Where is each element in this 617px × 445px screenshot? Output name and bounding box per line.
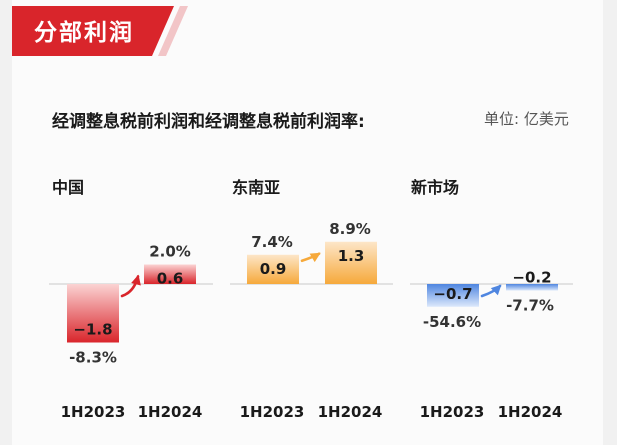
unit-label: 单位: 亿美元 <box>484 110 569 128</box>
bar-value-label: 1.3 <box>338 247 365 265</box>
bar <box>325 241 377 284</box>
section-title: 分部利润 <box>34 20 134 46</box>
bar-value-label: −1.8 <box>73 321 112 339</box>
x-tick-label: 1H2024 <box>318 403 383 421</box>
growth-arrow-head <box>309 252 321 263</box>
x-tick-label: 1H2024 <box>498 403 563 421</box>
margin-label: -54.6% <box>423 313 481 331</box>
x-tick-label: 1H2023 <box>61 403 126 421</box>
margin-label: -7.7% <box>506 297 554 315</box>
bar <box>67 284 119 343</box>
bar-value-label: 0.6 <box>157 270 184 288</box>
banner-shape <box>12 6 188 56</box>
section-banner: 分部利润 <box>12 0 212 62</box>
page-margin-left <box>0 0 12 445</box>
growth-arrow-head <box>131 274 141 286</box>
region-title-southeast-asia: 东南亚 <box>232 178 281 197</box>
bar <box>247 254 299 284</box>
growth-arrow-head <box>490 284 502 296</box>
margin-label: -8.3% <box>69 349 117 367</box>
margin-label: 2.0% <box>149 243 191 261</box>
content-panel: 分部利润 <box>12 0 603 445</box>
x-tick-label: 1H2024 <box>138 403 203 421</box>
margin-label: 7.4% <box>251 233 293 251</box>
x-tick-label: 1H2023 <box>240 403 305 421</box>
bar-value-label: −0.7 <box>433 285 472 303</box>
bar-value-label: −0.2 <box>512 269 551 287</box>
page-margin-right <box>603 0 617 445</box>
bar <box>506 284 558 291</box>
region-title-new-markets: 新市场 <box>411 178 460 197</box>
margin-label: 8.9% <box>329 220 371 238</box>
bar <box>427 284 479 307</box>
x-tick-label: 1H2023 <box>420 403 485 421</box>
chart-subtitle: 经调整息税前利润和经调整息税前利润率: <box>52 112 365 132</box>
bar <box>144 264 196 284</box>
bar-value-label: 0.9 <box>260 260 287 278</box>
region-title-china: 中国 <box>52 178 85 197</box>
